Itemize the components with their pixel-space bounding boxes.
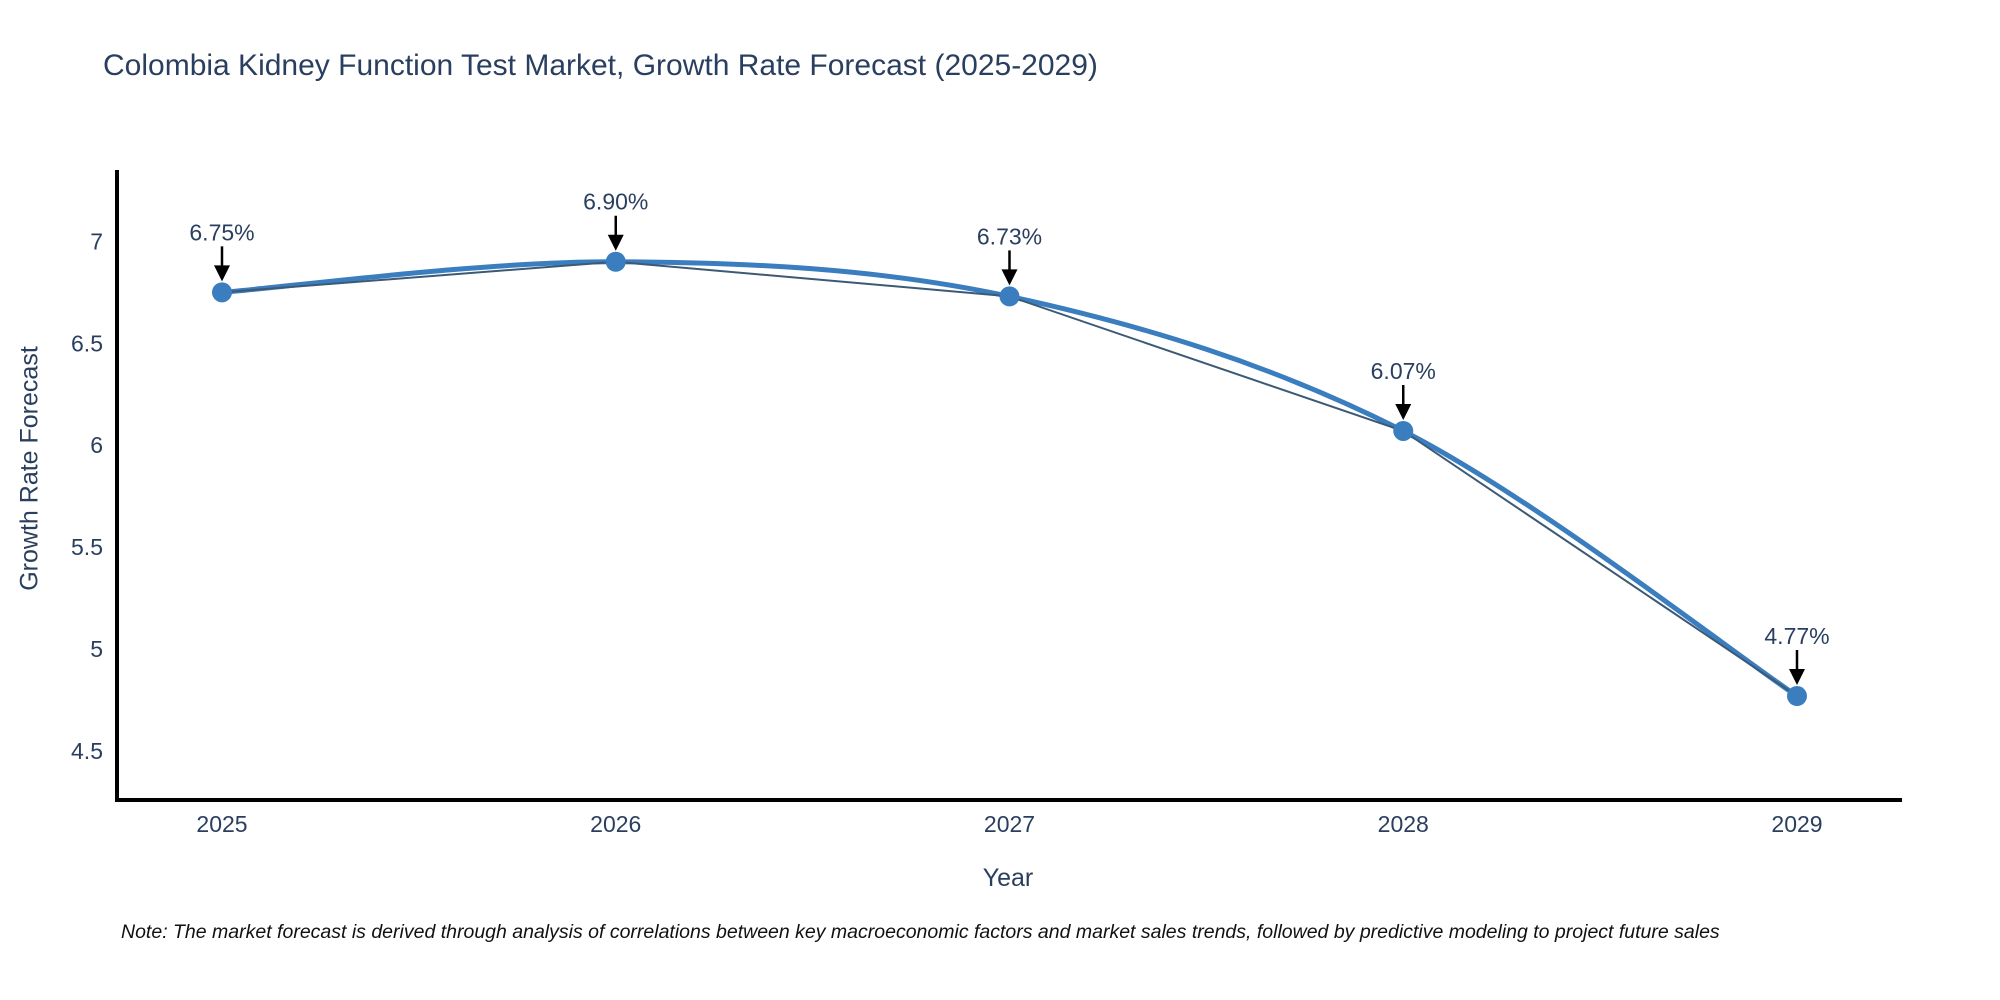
data-point-marker [1787,686,1807,707]
footnote-text: Note: The market forecast is derived thr… [121,921,1720,943]
x-axis-title: Year [982,864,1034,892]
chart-title: Colombia Kidney Function Test Market, Gr… [103,49,1098,82]
annotation-arrowhead [1001,269,1018,286]
y-axis-title: Growth Rate Forecast [15,346,44,591]
data-point-label: 6.90% [583,189,648,215]
annotation-arrowhead [1789,669,1805,686]
y-tick-label: 5.5 [71,534,103,560]
y-tick-label: 4.5 [71,738,103,764]
data-point-marker [212,282,232,303]
forecast-line-core [221,260,1798,697]
y-tick-label: 6 [90,432,103,458]
data-point-marker [605,251,626,272]
data-point-label: 6.07% [1371,358,1436,384]
x-tick-label: 2027 [984,811,1035,837]
y-tick-label: 6.5 [71,330,103,356]
data-point-marker [999,286,1020,307]
data-point-label: 4.77% [1764,623,1829,649]
x-tick-label: 2029 [1771,811,1822,837]
data-point-label: 6.73% [977,223,1042,249]
plot-series-layer: 7 6.5 6 5.5 5 4.5 2025 2026 2027 2028 2029 6.75% 6.9… [71,189,1830,837]
y-tick-label: 7 [90,228,103,254]
x-tick-label: 2025 [196,811,247,837]
y-tick-label: 5 [90,636,103,662]
annotation-arrowhead [607,234,624,251]
x-tick-label: 2026 [590,811,641,837]
annotation-arrowhead [1395,403,1412,420]
data-point-marker [1393,420,1414,441]
annotation-arrowhead [214,265,230,282]
forecast-line [221,259,1799,699]
data-point-label: 6.75% [189,219,254,245]
x-tick-label: 2028 [1378,811,1429,837]
